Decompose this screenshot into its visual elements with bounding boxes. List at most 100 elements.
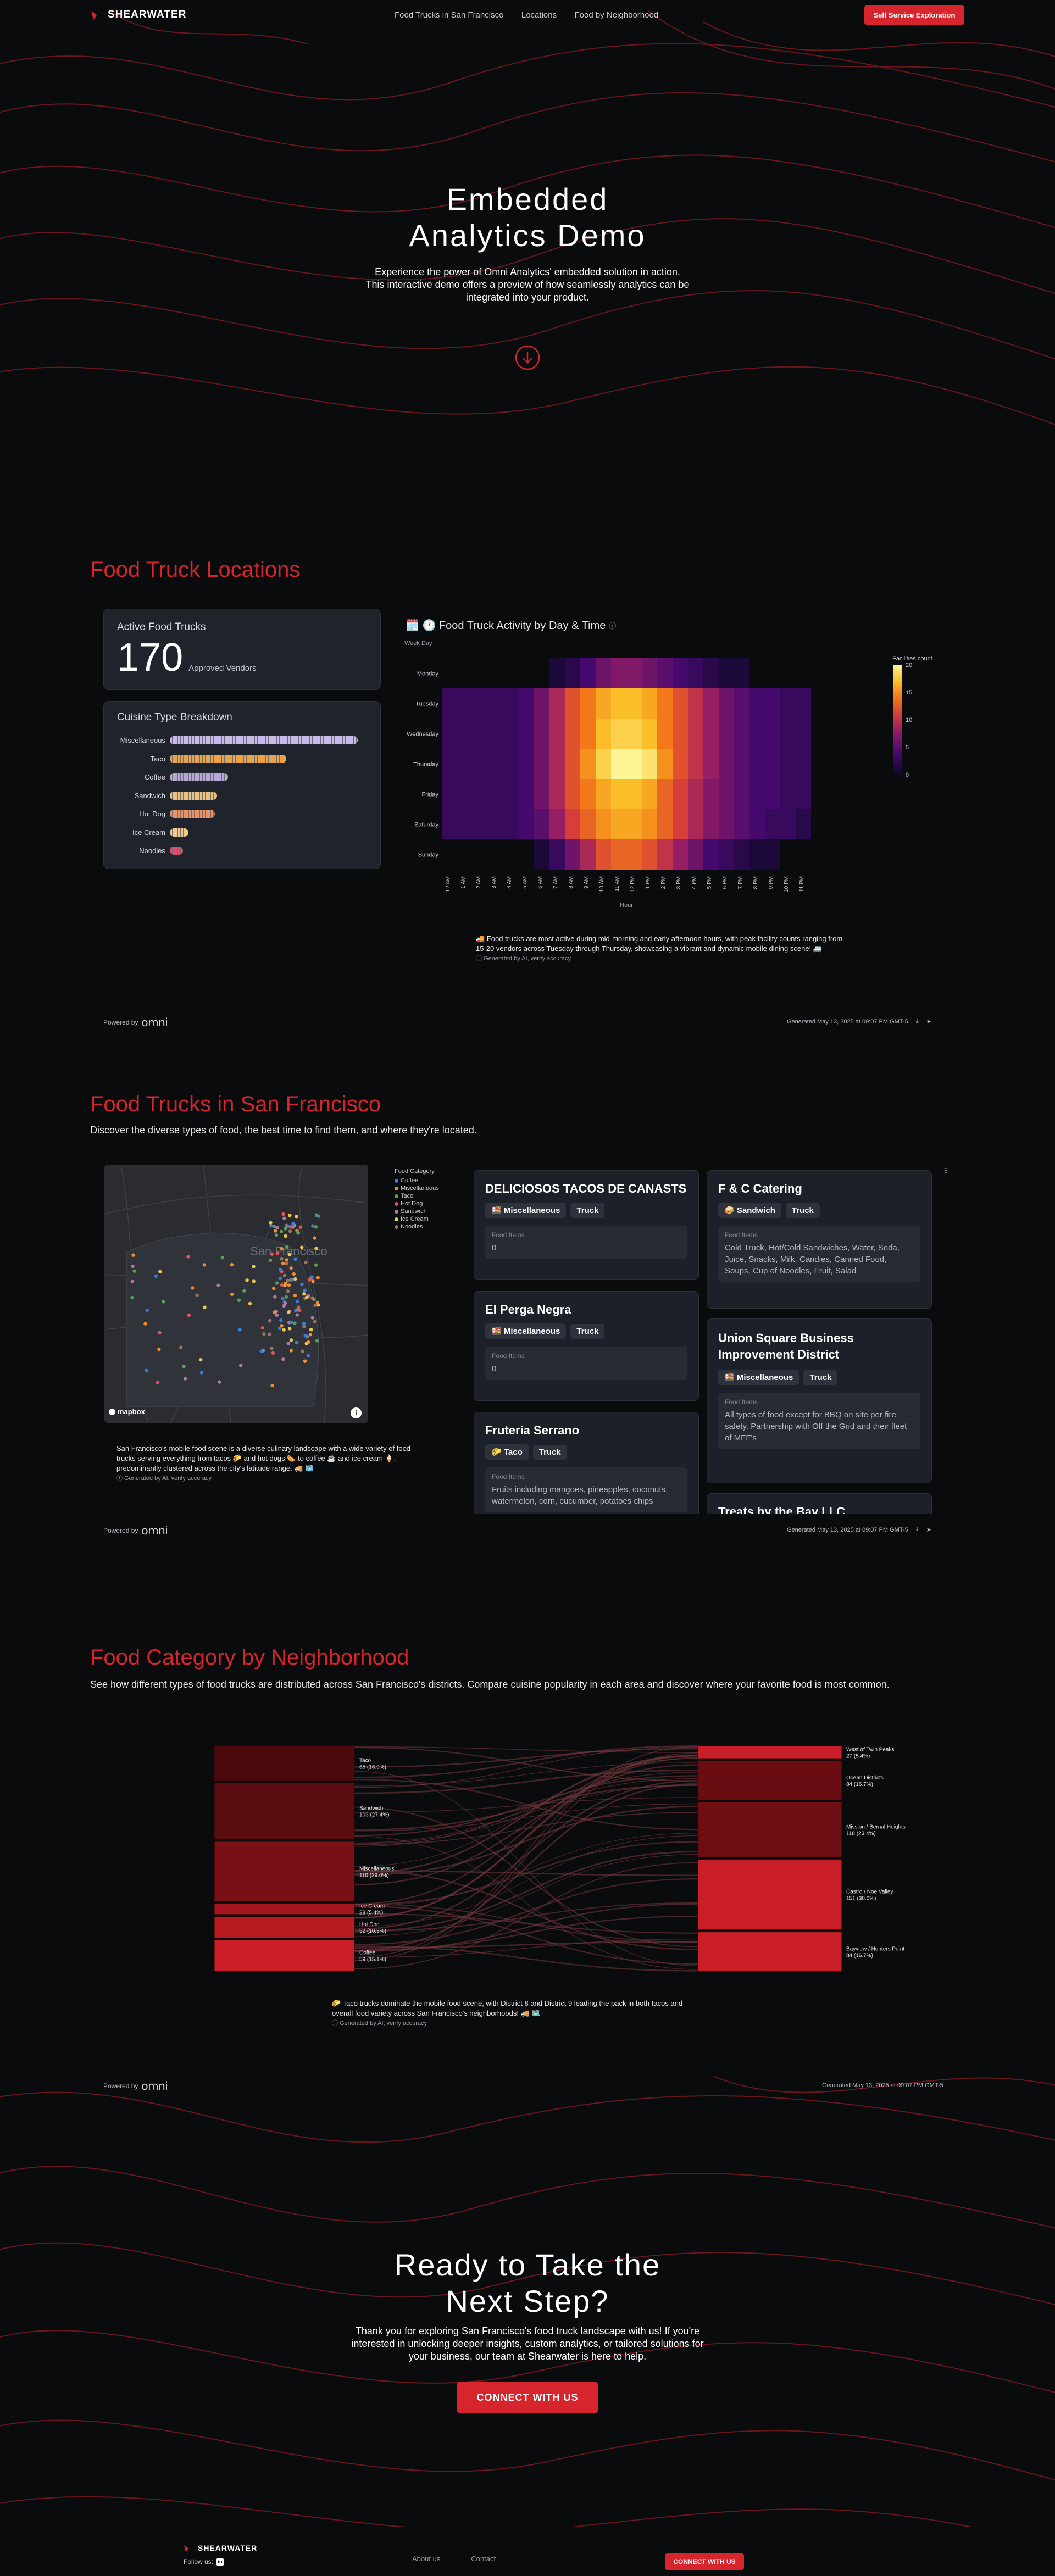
heatmap-cell[interactable] [611,779,626,809]
map-truck-marker[interactable] [302,1325,306,1328]
sankey-link[interactable] [354,1780,698,1930]
map-truck-marker[interactable] [303,1334,307,1338]
heatmap-cell[interactable] [749,688,765,719]
heatmap-cell[interactable] [796,809,811,839]
cuisine-bar[interactable] [170,810,215,819]
footer-link-about-us[interactable]: About us [412,2555,441,2563]
heatmap-cell[interactable] [488,809,503,839]
heatmap-cell[interactable] [442,688,457,719]
map-truck-marker[interactable] [270,1383,274,1388]
map-truck-marker[interactable] [277,1326,282,1331]
map-truck-marker[interactable] [303,1288,307,1293]
map-truck-marker[interactable] [295,1340,299,1345]
sankey-link[interactable] [354,1762,698,1787]
heatmap-cell[interactable] [519,719,534,749]
sankey-link[interactable] [354,1913,698,1934]
map-truck-marker[interactable] [288,1278,293,1282]
map-truck-marker[interactable] [289,1349,293,1353]
map-truck-marker[interactable] [299,1245,304,1249]
powered-by-omni[interactable]: Powered by omni [103,2079,168,2093]
map-truck-marker[interactable] [287,1310,291,1314]
map-info-button[interactable]: i [351,1407,362,1418]
heatmap-cell[interactable] [503,779,519,809]
heatmap-cell[interactable] [580,809,596,839]
map-truck-marker[interactable] [284,1234,287,1238]
sankey-link[interactable] [354,1784,698,1831]
heatmap-cell[interactable] [734,719,749,749]
heatmap-cell[interactable] [457,719,473,749]
heatmap-cell[interactable] [734,809,749,839]
sankey-link[interactable] [354,1806,698,1876]
sankey-link[interactable] [354,1770,698,1794]
heatmap-cell[interactable] [734,779,749,809]
heatmap-cell[interactable] [673,719,688,749]
heatmap-cell[interactable] [780,719,796,749]
map-truck-marker[interactable] [183,1377,187,1381]
heatmap-cell[interactable] [519,779,534,809]
map-truck-marker[interactable] [273,1310,276,1314]
heatmap-cell[interactable] [673,658,688,688]
heatmap-cell[interactable] [488,658,503,688]
map-truck-marker[interactable] [218,1380,221,1384]
heatmap-cell[interactable] [534,779,549,809]
map-truck-marker[interactable] [270,1252,274,1256]
heatmap-cell[interactable] [642,688,657,719]
sankey-left-node[interactable] [214,1782,355,1840]
map-truck-marker[interactable] [268,1318,272,1323]
heatmap-cell[interactable] [688,688,703,719]
map-truck-marker[interactable] [286,1342,290,1345]
sankey-link[interactable] [354,1945,698,1972]
cuisine-bar[interactable] [170,828,189,837]
heatmap-cell[interactable] [442,839,457,870]
heatmap-cell[interactable] [473,658,488,688]
map-truck-marker[interactable] [305,1295,309,1299]
heatmap-cell[interactable] [611,749,626,779]
heatmap-cell[interactable] [596,809,611,839]
sankey-link[interactable] [354,1755,698,1874]
sankey-right-node[interactable] [697,1745,842,1759]
heatmap-cell[interactable] [503,658,519,688]
heatmap-cell[interactable] [765,658,780,688]
self-service-exploration-button[interactable]: Self Service Exploration [864,5,964,25]
heatmap-cell[interactable] [657,719,673,749]
map-truck-marker[interactable] [130,1279,135,1284]
heatmap-cell[interactable] [626,688,642,719]
map-truck-marker[interactable] [143,1322,147,1326]
heatmap-cell[interactable] [488,779,503,809]
heatmap-cell[interactable] [703,688,719,719]
map-truck-marker[interactable] [284,1227,287,1231]
heatmap-cell[interactable] [457,749,473,779]
map-truck-marker[interactable] [238,1364,243,1367]
map-truck-marker[interactable] [274,1233,279,1237]
sankey-link[interactable] [354,1797,698,1813]
sankey-link[interactable] [354,1833,698,1907]
map-truck-marker[interactable] [297,1305,301,1309]
map-truck-marker[interactable] [287,1253,292,1257]
map-truck-marker[interactable] [313,1320,317,1324]
map-truck-marker[interactable] [191,1286,195,1290]
map-truck-marker[interactable] [303,1359,307,1363]
map-legend-item[interactable]: Noodles [395,1223,439,1231]
heatmap-cell[interactable] [703,779,719,809]
food-truck-card[interactable]: Treats by the Bay LLC [707,1493,932,1514]
heatmap-cell[interactable] [688,719,703,749]
heatmap-cell[interactable] [442,658,457,688]
heatmap-cell[interactable] [796,658,811,688]
map-truck-marker[interactable] [284,1282,287,1286]
heatmap-cell[interactable] [626,779,642,809]
heatmap-cell[interactable] [534,719,549,749]
food-truck-card[interactable]: Fruteria Serrano 🌮 Taco Truck Food Items F… [474,1412,699,1514]
map-truck-marker[interactable] [280,1323,284,1328]
map-truck-marker[interactable] [291,1222,295,1226]
map-legend-item[interactable]: Miscellaneous [395,1184,439,1192]
map-truck-marker[interactable] [145,1308,149,1312]
sankey-link[interactable] [354,1778,698,1844]
heatmap-cell[interactable] [719,658,734,688]
map-truck-marker[interactable] [281,1261,285,1265]
sankey-link[interactable] [354,1783,698,1951]
heatmap-cell[interactable] [796,779,811,809]
heatmap-cell[interactable] [549,719,565,749]
heatmap-cell[interactable] [765,719,780,749]
heatmap-cell[interactable] [519,809,534,839]
heatmap-cell[interactable] [534,749,549,779]
